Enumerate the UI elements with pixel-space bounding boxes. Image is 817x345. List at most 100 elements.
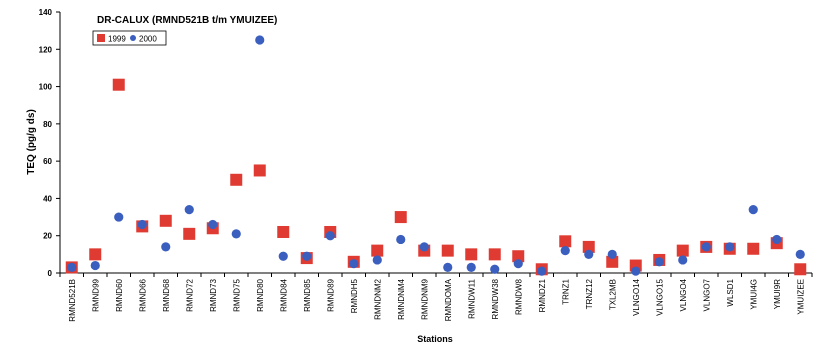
point-2000 [67,262,77,273]
x-tick-label: RMND99 [91,278,100,311]
x-tick-label: RMNDNM4 [397,278,406,319]
x-tick-label: RMND80 [256,278,265,311]
x-tick-label: RMND521B [68,279,77,322]
series-1999 [65,78,807,276]
point-1999 [230,173,243,186]
point-2000 [678,255,688,265]
point-2000 [419,242,429,252]
x-tick-label: RMNDW38 [491,278,500,319]
x-tick-label: RMNDNM9 [420,278,429,319]
point-2000 [349,259,359,269]
y-tick-label: 20 [43,232,52,241]
point-2000 [372,255,382,265]
x-tick-label: TXL2MB [608,279,617,310]
point-2000 [161,242,171,252]
point-1999 [512,250,525,263]
legend-label-1999: 1999 [108,35,126,44]
y-tick-label: 0 [48,269,53,278]
point-2000 [302,251,312,261]
x-tick-label: TRNZ12 [585,278,594,309]
point-2000 [584,249,594,259]
point-2000 [137,219,147,230]
x-tick-label: RMND60 [115,278,124,311]
x-tick-label: RMNDZ1 [538,278,547,312]
point-2000 [490,264,500,274]
x-tick-label: VLNGO7 [702,278,711,311]
x-tick-label: RMND85 [303,278,312,311]
x-tick-label: RMNDW8 [514,278,523,315]
point-2000 [278,251,288,261]
legend-label-2000: 2000 [139,35,157,44]
point-2000 [607,249,617,259]
point-2000 [443,262,453,273]
point-1999 [371,244,384,257]
y-tick-label: 120 [39,45,53,54]
y-tick-label: 100 [39,83,53,92]
point-1999 [559,235,572,248]
x-tick-label: WLSD1 [726,278,735,306]
point-2000 [114,212,124,222]
point-2000 [184,205,194,215]
point-2000 [231,229,241,239]
point-2000 [396,234,406,245]
point-1999 [112,78,125,91]
point-2000 [537,266,547,276]
x-axis: RMND521B RMND99 RMND60 RMND66 RMND68 RMND72 RM… [59,272,813,322]
x-tick-label: YMUIZEE [796,279,805,315]
y-tick-label: 80 [43,120,52,129]
x-tick-label: RMNDOMA [444,278,453,321]
x-tick-label: RMNDH5 [350,278,359,313]
point-2000 [725,242,735,252]
point-2000 [631,266,641,276]
x-tick-label: TRNZ1 [561,278,570,304]
x-tick-label: VLNGO15 [655,278,664,315]
legend: 1999 2000 [92,30,167,46]
x-tick-label: VLNGO14 [632,278,641,315]
point-2000 [255,35,265,45]
x-tick-label: YMUI9R [773,279,782,309]
x-tick-label: RMND89 [326,278,335,311]
legend-box [92,30,167,46]
x-tick-label: RMND72 [185,278,194,311]
point-1999 [465,248,478,261]
y-tick-label: 40 [43,194,52,203]
point-2000 [466,262,476,273]
x-tick-label: VLNGO4 [679,278,688,311]
point-1999 [277,225,290,238]
x-tick-label: RMND84 [279,278,288,311]
point-1999 [253,164,266,177]
point-1999 [441,244,454,257]
point-2000 [748,205,758,215]
x-tick-label: RMND75 [232,278,241,311]
x-tick-label: RMND68 [162,278,171,311]
series-2000 [67,35,805,276]
point-1999 [394,211,407,224]
y-tick-label: 140 [39,8,53,17]
point-2000 [513,259,523,269]
point-2000 [701,242,711,252]
point-1999 [89,248,102,261]
x-tick-label: RMND73 [209,278,218,311]
y-tick-label: 60 [43,157,52,166]
point-1999 [606,255,619,268]
chart-title: DR-CALUX (RMND521B t/m YMUIZEE) [97,15,277,26]
y-axis: 0 20 40 60 80 100 120 140 [39,8,61,278]
y-axis-title: TEQ (pg/g ds) [26,109,37,175]
point-2000 [560,246,570,256]
x-tick-label: YMUI4G [749,279,758,310]
point-1999 [582,240,595,253]
point-1999 [676,244,689,257]
legend-marker-2000 [130,35,136,41]
point-2000 [90,260,100,271]
point-2000 [325,231,335,241]
point-1999 [183,227,196,240]
x-axis-title: Stations [417,334,453,344]
point-1999 [747,242,760,255]
point-1999 [488,248,501,261]
legend-marker-1999 [97,34,105,42]
x-tick-label: RMNDW11 [467,278,476,318]
x-tick-label: RMNDNM2 [373,278,382,319]
point-2000 [208,219,218,230]
point-2000 [654,257,664,267]
